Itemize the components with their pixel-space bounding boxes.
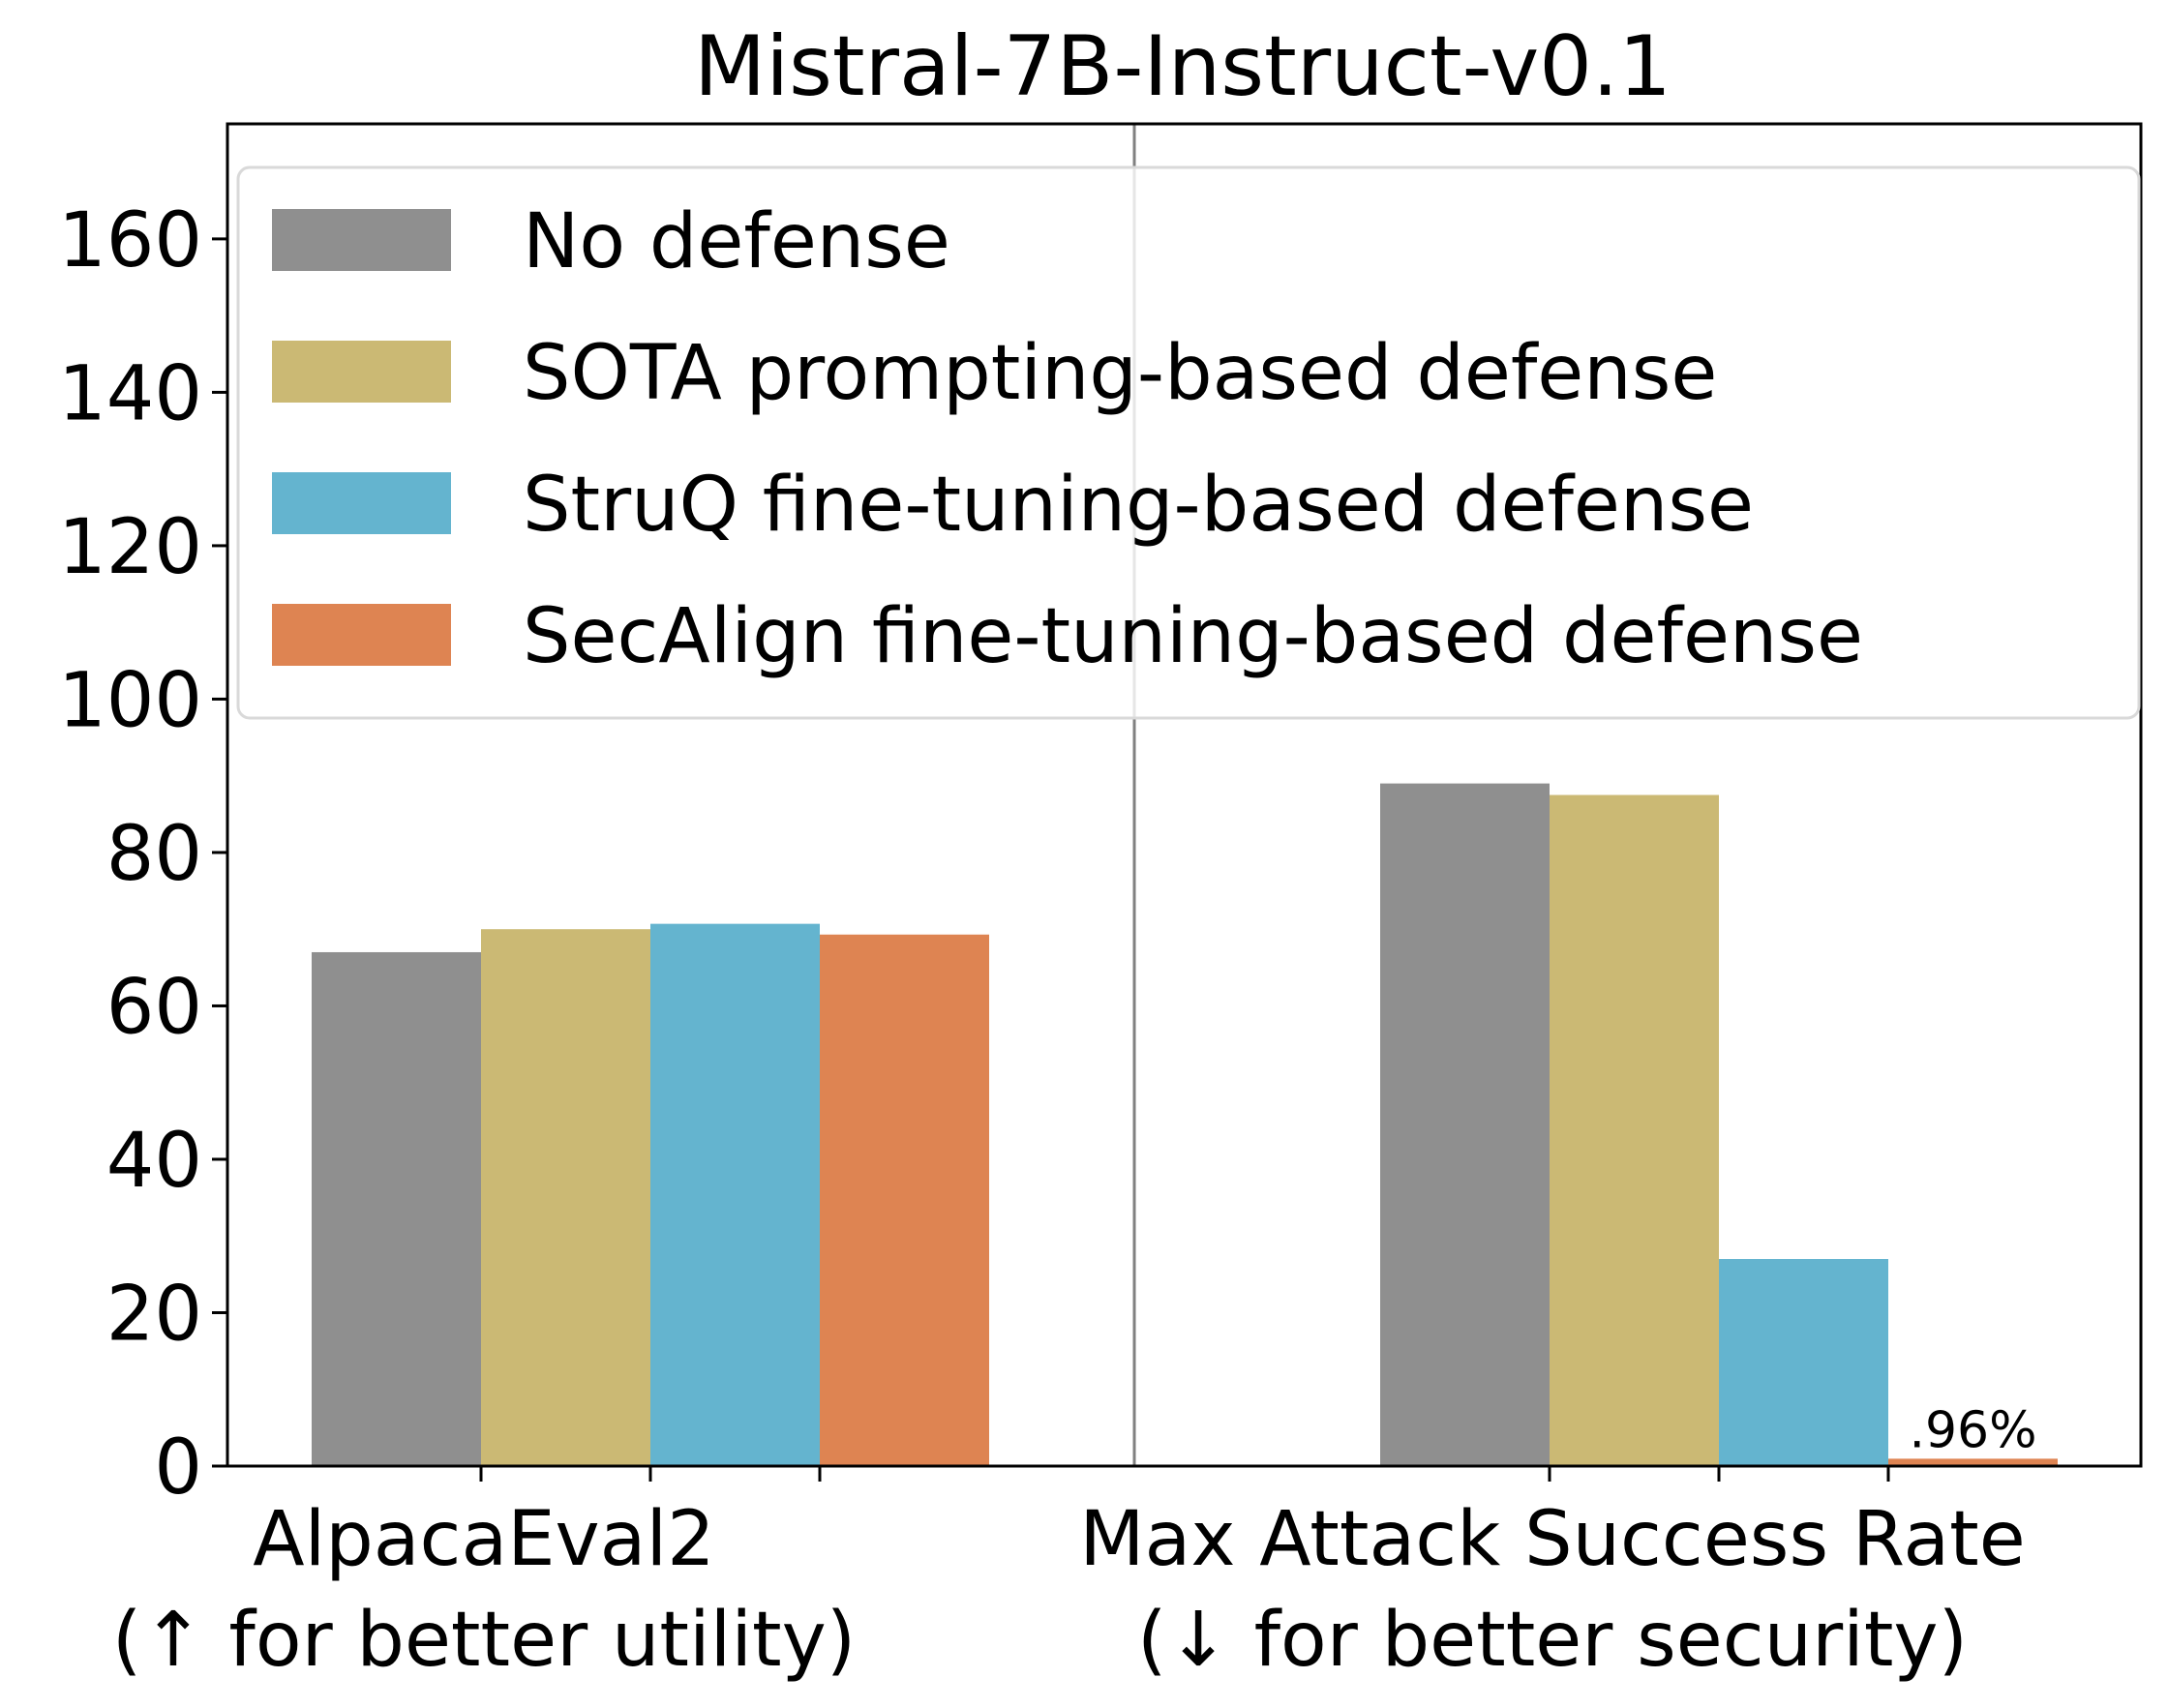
- y-tick-label: 100: [58, 657, 202, 744]
- legend-label: No defense: [523, 198, 950, 285]
- legend-label: SOTA prompting-based defense: [523, 330, 1717, 417]
- y-tick-label: 20: [106, 1271, 202, 1358]
- y-tick-label: 60: [106, 964, 202, 1051]
- y-tick-label: 80: [106, 811, 202, 898]
- legend-label: StruQ fine-tuning-based defense: [523, 462, 1754, 549]
- chart-title: Mistral-7B-Instruct-v0.1: [694, 18, 1671, 115]
- legend-swatch: [272, 604, 451, 666]
- bar: [481, 929, 650, 1466]
- y-tick-label: 120: [58, 504, 202, 591]
- legend-label: SecAlign fine-tuning-based defense: [523, 593, 1863, 680]
- bar: [312, 951, 481, 1466]
- y-axis: 0 20 40 60 80 100 120 140 160: [58, 197, 227, 1512]
- bar: [650, 923, 820, 1466]
- y-tick-label: 40: [106, 1118, 202, 1205]
- bar: [1719, 1259, 1888, 1466]
- bars: .96%: [312, 783, 2058, 1466]
- y-tick-label: 140: [58, 350, 202, 437]
- data-label: .96%: [1909, 1401, 2036, 1459]
- y-tick-label: 160: [58, 197, 202, 285]
- plot-frame: [226, 122, 2143, 1468]
- x-axis: AlpacaEval2 (↑ for better utility) Max Att…: [112, 1466, 2026, 1684]
- legend-swatch: [272, 209, 451, 271]
- legend-swatch: [272, 341, 451, 403]
- legend-box: [236, 165, 2141, 720]
- y-tick-label: 0: [154, 1424, 202, 1512]
- category-label: Max Attack Success Rate: [1079, 1496, 2025, 1583]
- legend-swatch: [272, 472, 451, 534]
- bar: [1380, 783, 1550, 1466]
- legend: No defense SOTA prompting-based defense St…: [236, 165, 2141, 720]
- bar: [820, 934, 989, 1466]
- category-label: (↓ for better security): [1137, 1597, 1968, 1684]
- bar: [1888, 1458, 2058, 1466]
- category-label: AlpacaEval2: [253, 1496, 715, 1583]
- category-label: (↑ for better utility): [112, 1597, 856, 1684]
- bar: [1550, 794, 1719, 1466]
